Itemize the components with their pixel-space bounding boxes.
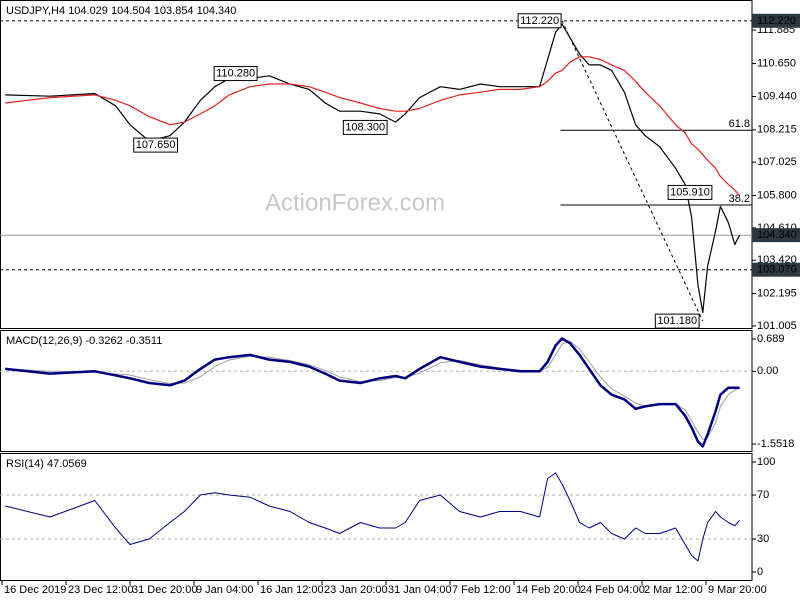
y-tick-label: 102.195 (757, 287, 797, 299)
panel-border (0, 330, 753, 452)
watermark: ActionForex.com (265, 189, 445, 216)
price-annotation: 110.280 (216, 68, 255, 80)
y-tick-label: 109.440 (757, 90, 797, 102)
y-tick-label: 70 (757, 489, 769, 501)
x-tick-label: 14 Feb 20:00 (516, 584, 581, 596)
price-annotation: 107.650 (136, 139, 176, 151)
trendline (561, 20, 704, 322)
series-line (5, 23, 741, 314)
label-box (133, 137, 178, 153)
price-box (752, 262, 800, 277)
x-tick-label: 31 Dec 20:00 (132, 584, 197, 596)
price-box (752, 228, 800, 243)
series-line (5, 337, 740, 448)
panel-title: MACD(12,26,9) -0.3262 -0.3511 (6, 335, 162, 347)
x-tick-label: 23 Dec 12:00 (68, 584, 133, 596)
panel-border (0, 453, 753, 581)
label-box (213, 66, 258, 82)
panel-title: RSI(14) 47.0569 (6, 458, 87, 470)
y-tick-label: 30 (757, 533, 769, 545)
y-tick-label: -1.5518 (757, 438, 794, 450)
y-tick-label: 107.025 (757, 156, 797, 168)
price-annotation: 108.300 (345, 121, 385, 133)
fib-label: 38.2 (729, 193, 750, 205)
x-tick-label: 23 Jan 20:00 (324, 584, 388, 596)
y-tick-label: 111.885 (757, 24, 795, 36)
series-line (5, 472, 740, 562)
price-annotation: 105.910 (670, 186, 710, 198)
fib-label: 61.8 (729, 118, 750, 130)
price-annotation: 101.180 (657, 315, 697, 327)
y-tick-label: 108.215 (757, 124, 797, 136)
label-box (654, 313, 700, 329)
label-box (342, 119, 388, 135)
price-line-label: 103.070 (757, 264, 797, 276)
price-box (752, 13, 800, 28)
price-annotation: 112.220 (520, 15, 559, 27)
x-tick-label: 7 Feb 12:00 (452, 584, 511, 596)
y-tick-label: 0.689 (757, 333, 785, 345)
x-tick-label: 31 Jan 04:00 (388, 584, 452, 596)
x-tick-label: 24 Feb 04:00 (580, 584, 645, 596)
y-tick-label: 0 (757, 566, 763, 578)
x-tick-label: 16 Jan 12:00 (260, 584, 324, 596)
price-line-label: 104.340 (757, 229, 797, 241)
y-tick-label: 105.800 (757, 189, 797, 201)
x-tick-label: 16 Dec 2019 (4, 584, 66, 596)
label-box (667, 184, 713, 200)
x-tick-label: 9 Mar 20:00 (708, 584, 767, 596)
x-tick-label: 9 Jan 04:00 (196, 584, 254, 596)
panel-title: USDJPY,H4 104.029 104.504 103.854 104.34… (6, 5, 236, 17)
series-line (5, 56, 741, 196)
y-tick-label: 0.00 (757, 365, 778, 377)
price-line-label: 112.220 (757, 15, 796, 27)
x-tick-label: 2 Mar 12:00 (644, 584, 703, 596)
label-box (517, 13, 562, 29)
panel-border (0, 0, 753, 329)
y-tick-label: 110.650 (757, 57, 796, 69)
y-tick-label: 101.005 (757, 320, 797, 332)
y-tick-label: 100 (757, 456, 775, 468)
